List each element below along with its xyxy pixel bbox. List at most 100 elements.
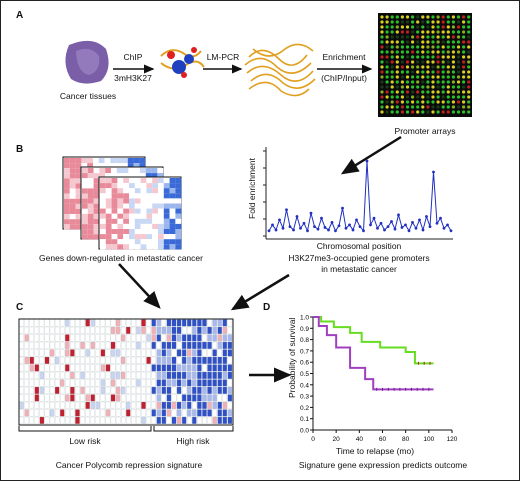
array-spot: [446, 50, 450, 54]
signature-cell: [202, 334, 207, 342]
survival-y-tick-label: 0.3: [300, 394, 309, 401]
signature-cell: [131, 401, 136, 409]
array-spot: [462, 90, 466, 94]
signature-cell: [131, 409, 136, 417]
signature-cell: [95, 341, 100, 349]
enrichment-point: [407, 229, 411, 233]
array-spot: [395, 65, 399, 69]
heatmap-cell: [117, 188, 124, 194]
heatmap-cell: [69, 158, 76, 164]
heatmap-cell: [111, 173, 117, 179]
enrichment-point: [288, 225, 292, 229]
heatmap-cell: [169, 183, 176, 189]
heatmap-cell: [123, 218, 129, 224]
signature-cell: [136, 386, 141, 394]
signature-cell: [156, 371, 161, 379]
array-spot: [385, 90, 389, 94]
array-spot: [400, 30, 404, 34]
array-spot: [436, 100, 440, 104]
heatmap-cell: [133, 158, 140, 164]
signature-cell: [120, 364, 126, 372]
signature-cell: [24, 349, 29, 357]
array-spot: [446, 30, 450, 34]
array-spot: [446, 40, 450, 44]
enrichment-point: [292, 228, 295, 232]
array-spot: [436, 55, 440, 59]
signature-cell: [207, 386, 212, 394]
heatmap-cell: [105, 218, 112, 224]
array-spot: [462, 70, 466, 74]
heatmap-cell: [87, 188, 94, 194]
signature-cell: [166, 409, 172, 417]
heatmap-cell: [140, 193, 147, 199]
signature-cell: [202, 394, 207, 402]
signature-cell: [181, 386, 187, 394]
heatmap-cell: [122, 158, 128, 164]
array-spot: [421, 100, 425, 104]
signature-cell: [176, 386, 182, 394]
signature-cell: [202, 319, 207, 327]
array-spot: [426, 50, 430, 54]
signature-cell: [146, 326, 151, 334]
heatmap-cell: [146, 213, 153, 219]
signature-cell: [90, 319, 95, 327]
heatmap-cell: [123, 203, 129, 209]
enrichment-point: [274, 228, 278, 232]
array-spot: [416, 25, 420, 29]
array-spot: [405, 105, 410, 109]
array-spot: [426, 15, 430, 19]
signature-cell: [85, 341, 90, 349]
array-spot: [451, 95, 455, 99]
heatmap-cell: [75, 209, 82, 215]
signature-cell: [181, 326, 187, 334]
signature-cell: [120, 319, 126, 327]
heatmap-cell: [69, 224, 76, 230]
signature-cell: [60, 349, 65, 357]
signature-cell: [29, 341, 34, 349]
heatmap-cell: [169, 193, 176, 199]
signature-cell: [120, 401, 126, 409]
signature-cell: [54, 394, 60, 402]
antibody-label: 3mH3K27: [114, 73, 152, 83]
heatmap-cell: [117, 213, 124, 219]
signature-cell: [75, 409, 80, 417]
heatmap-cell: [140, 208, 147, 214]
heatmap-cell: [158, 193, 164, 199]
signature-cell: [187, 341, 192, 349]
signature-cell: [192, 319, 197, 327]
array-spot: [446, 35, 450, 39]
signature-cell: [100, 379, 106, 387]
array-spot: [456, 25, 461, 29]
signature-cell: [110, 379, 116, 387]
array-spot: [451, 20, 455, 24]
signature-cell: [126, 319, 131, 327]
array-spot: [405, 90, 410, 94]
signature-cell: [197, 341, 202, 349]
array-spot: [416, 70, 420, 74]
heatmap-cell: [105, 223, 112, 229]
array-spot: [405, 35, 410, 39]
array-spot: [431, 105, 435, 109]
signature-cell: [181, 334, 187, 342]
signature-cell: [156, 334, 161, 342]
heatmap-cell: [175, 239, 182, 245]
signature-cell: [115, 349, 121, 357]
signature-cell: [39, 386, 45, 394]
signature-cell: [29, 326, 34, 334]
signature-cell: [197, 334, 202, 342]
signature-cell: [217, 364, 222, 372]
signature-cell: [141, 341, 146, 349]
array-spot: [436, 85, 440, 89]
array-spot: [405, 25, 410, 29]
heatmap-cell: [129, 218, 135, 224]
array-spot: [467, 65, 471, 69]
array-spot: [411, 85, 415, 89]
array-spot: [385, 30, 389, 34]
enrichment-point: [400, 226, 404, 229]
array-spot: [431, 100, 435, 104]
signature-cell: [207, 364, 212, 372]
signature-cell: [217, 356, 222, 364]
signature-cell: [176, 371, 182, 379]
heatmap-cell: [129, 229, 135, 235]
signature-cell: [227, 326, 233, 334]
